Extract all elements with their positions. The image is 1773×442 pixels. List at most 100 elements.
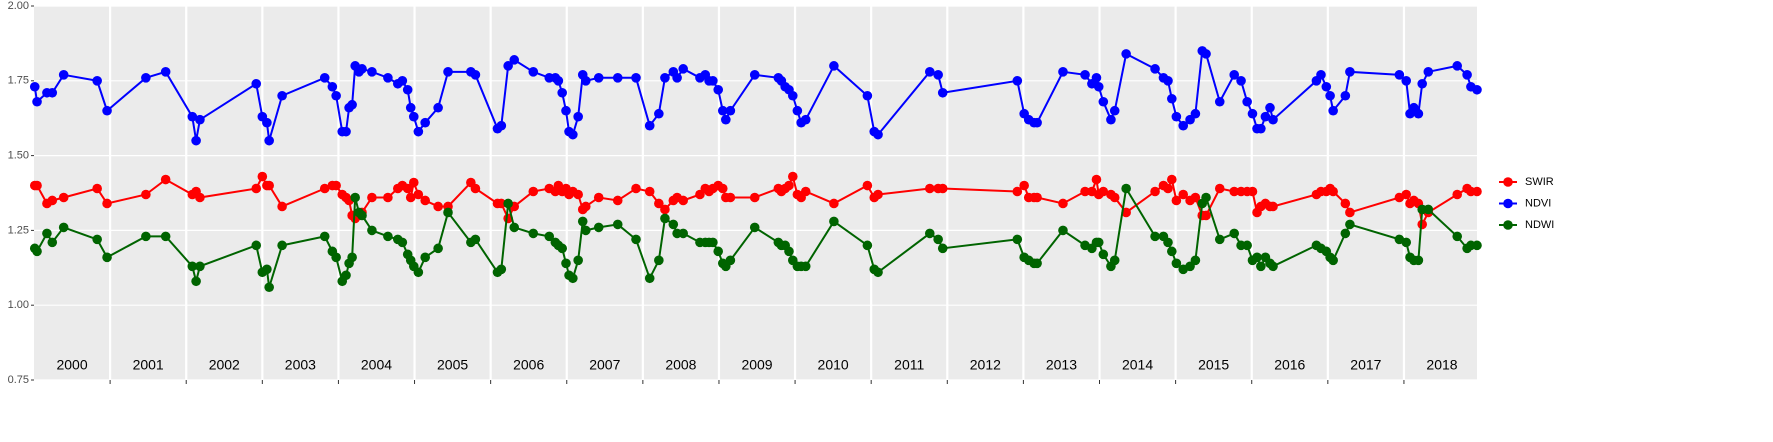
data-point xyxy=(277,90,287,101)
data-point xyxy=(787,90,798,101)
data-point xyxy=(347,99,357,110)
data-point xyxy=(420,117,430,128)
data-point xyxy=(1417,78,1428,89)
data-point xyxy=(1242,96,1252,107)
data-point xyxy=(1401,76,1412,86)
data-point xyxy=(58,222,69,233)
year-label: 2006 xyxy=(513,357,544,373)
data-point xyxy=(873,267,883,278)
data-point xyxy=(631,183,641,194)
data-point xyxy=(357,64,367,74)
data-point xyxy=(568,129,578,140)
data-point xyxy=(1340,198,1351,209)
data-point xyxy=(784,246,794,257)
data-point xyxy=(341,126,351,137)
data-point xyxy=(102,198,112,209)
data-point xyxy=(717,183,728,194)
data-point xyxy=(1032,192,1042,203)
data-point xyxy=(528,186,539,197)
data-point xyxy=(357,210,367,221)
data-point xyxy=(612,195,623,206)
legend-label: SWIR xyxy=(1525,176,1554,188)
data-point xyxy=(1098,186,1109,197)
data-point xyxy=(319,73,330,83)
data-point xyxy=(660,204,670,215)
data-point xyxy=(251,78,262,89)
data-point xyxy=(347,252,357,263)
data-point xyxy=(264,135,274,146)
data-point xyxy=(580,201,591,212)
year-label: 2003 xyxy=(285,357,316,373)
data-point xyxy=(924,183,935,194)
data-point xyxy=(557,243,567,254)
data-point xyxy=(383,73,393,83)
data-point xyxy=(792,105,803,116)
data-point xyxy=(1190,255,1201,266)
data-point xyxy=(420,195,430,206)
data-point xyxy=(1150,231,1160,242)
data-point xyxy=(1121,207,1131,218)
data-point xyxy=(470,183,481,194)
data-point xyxy=(1268,201,1278,212)
data-point xyxy=(331,180,341,191)
data-point xyxy=(678,195,688,206)
data-point xyxy=(47,237,58,248)
data-point xyxy=(32,246,42,257)
data-point xyxy=(264,180,274,191)
data-point xyxy=(1252,252,1262,263)
data-point xyxy=(749,70,760,80)
data-point xyxy=(631,234,641,245)
data-point xyxy=(1413,255,1424,266)
data-point xyxy=(257,171,268,182)
data-point xyxy=(331,90,341,101)
data-point xyxy=(1121,183,1131,194)
data-point xyxy=(1171,195,1182,206)
legend-label: NDWI xyxy=(1525,219,1554,231)
data-point xyxy=(141,189,151,200)
data-point xyxy=(402,84,413,95)
data-point xyxy=(1150,186,1160,197)
data-point xyxy=(251,240,262,251)
data-point xyxy=(1325,90,1335,101)
data-point xyxy=(367,67,377,77)
data-point xyxy=(1093,237,1104,248)
data-point xyxy=(1080,186,1090,197)
data-point xyxy=(58,192,69,203)
data-point xyxy=(1345,207,1355,218)
data-point xyxy=(1242,240,1252,251)
year-label: 2017 xyxy=(1350,357,1381,373)
data-point xyxy=(937,243,948,254)
year-label: 2016 xyxy=(1274,357,1305,373)
data-point xyxy=(1080,70,1090,80)
data-point xyxy=(1032,258,1042,269)
data-point xyxy=(160,67,171,77)
data-point xyxy=(593,192,604,203)
data-point xyxy=(1452,189,1463,200)
data-point xyxy=(503,198,513,209)
data-point xyxy=(1328,255,1338,266)
data-point xyxy=(1093,81,1104,92)
data-point xyxy=(1401,189,1412,200)
data-point xyxy=(800,114,811,125)
data-point xyxy=(933,70,943,80)
data-point xyxy=(1472,186,1482,197)
data-point xyxy=(102,252,112,263)
data-point xyxy=(573,111,583,122)
data-point xyxy=(862,180,873,191)
data-point xyxy=(654,255,664,266)
data-point xyxy=(383,231,393,242)
data-point xyxy=(367,225,377,236)
data-point xyxy=(1106,114,1116,125)
data-point xyxy=(573,255,583,266)
data-point xyxy=(1167,174,1177,185)
data-point xyxy=(1201,49,1211,59)
data-point xyxy=(350,192,360,203)
data-point xyxy=(1171,111,1182,122)
data-point xyxy=(668,219,679,230)
data-point xyxy=(580,225,591,236)
data-point xyxy=(654,108,664,119)
data-point xyxy=(678,64,688,74)
data-point xyxy=(528,228,539,239)
data-point xyxy=(319,231,330,242)
